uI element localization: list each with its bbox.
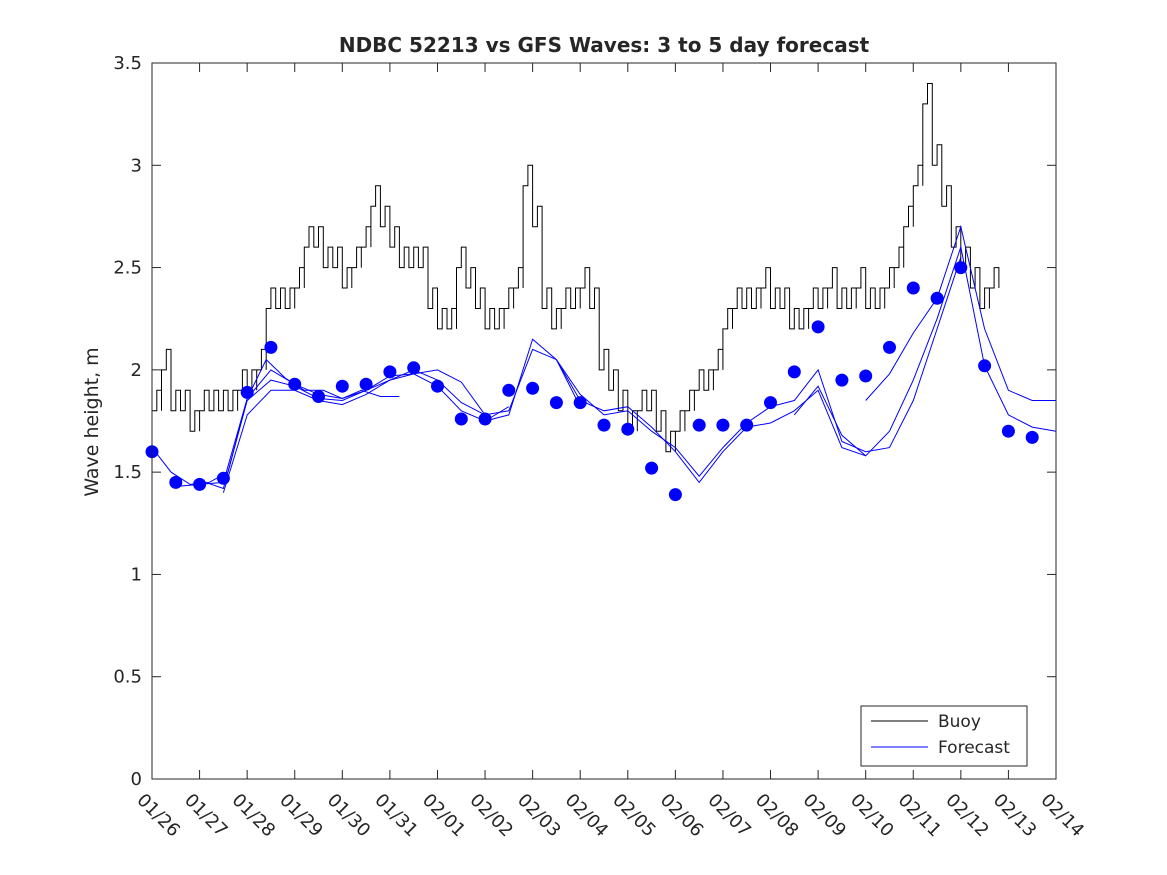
y-tick-label: 1 [131,564,142,585]
forecast-point-31 [883,340,896,354]
forecast-point-15 [502,383,516,397]
forecast-point-30 [859,369,873,383]
forecast-point-1 [169,475,183,489]
y-tick-label: 0.5 [113,667,142,688]
forecast-point-32 [906,281,920,295]
forecast-line-3 [222,348,581,493]
forecast-point-19 [597,418,611,432]
y-tick-label: 1.5 [113,462,142,483]
y-tick-label: 0 [131,769,142,790]
forecast-point-28 [811,320,825,334]
legend: Buoy Forecast [860,705,1028,767]
forecast-point-5 [264,340,278,354]
forecast-line-7 [865,224,1056,401]
series-layer [145,83,1057,502]
y-tick-label: 3 [131,155,142,176]
forecast-line-4 [484,338,866,484]
forecast-point-17 [549,396,563,410]
forecast-point-2 [193,477,207,491]
forecast-point-29 [835,373,849,387]
y-tick-label: 3.5 [113,53,142,74]
forecast-point-8 [335,379,349,393]
forecast-point-10 [383,365,397,379]
forecast-point-18 [573,396,587,410]
forecast-point-25 [740,418,754,432]
forecast-point-7 [312,390,325,403]
forecast-point-20 [621,422,635,436]
buoy-line [152,83,1000,453]
forecast-point-27 [787,365,801,379]
forecast-point-16 [526,381,540,395]
forecast-point-22 [668,488,682,502]
legend-box [860,705,1028,767]
forecast-point-14 [478,412,492,426]
forecast-point-37 [1025,430,1039,444]
forecast-point-34 [954,261,968,275]
forecast-point-36 [1001,424,1015,438]
forecast-line-6 [793,245,1057,457]
y-tick-label: 2 [131,360,142,381]
legend-buoy-label: Buoy [938,712,981,732]
forecast-point-35 [978,359,992,373]
forecast-point-26 [764,396,777,410]
forecast-point-11 [407,361,421,375]
forecast-point-12 [431,379,444,393]
y-tick-label: 2.5 [113,258,142,279]
forecast-point-9 [359,377,373,391]
legend-forecast-label: Forecast [938,738,1010,758]
y-axis-label: Wave height, m [81,347,103,496]
forecast-line-1 [175,369,486,487]
forecast-point-13 [454,412,468,426]
forecast-point-33 [930,291,944,305]
chart-title: NDBC 52213 vs GFS Waves: 3 to 5 day fore… [339,33,870,57]
forecast-point-3 [216,471,230,485]
forecast-point-4 [240,385,254,399]
forecast-point-24 [716,418,730,432]
forecast-point-23 [692,418,706,432]
plot-frame [151,62,1057,780]
forecast-point-6 [288,377,302,391]
forecast-line-5 [555,257,962,477]
forecast-point-21 [645,461,659,475]
